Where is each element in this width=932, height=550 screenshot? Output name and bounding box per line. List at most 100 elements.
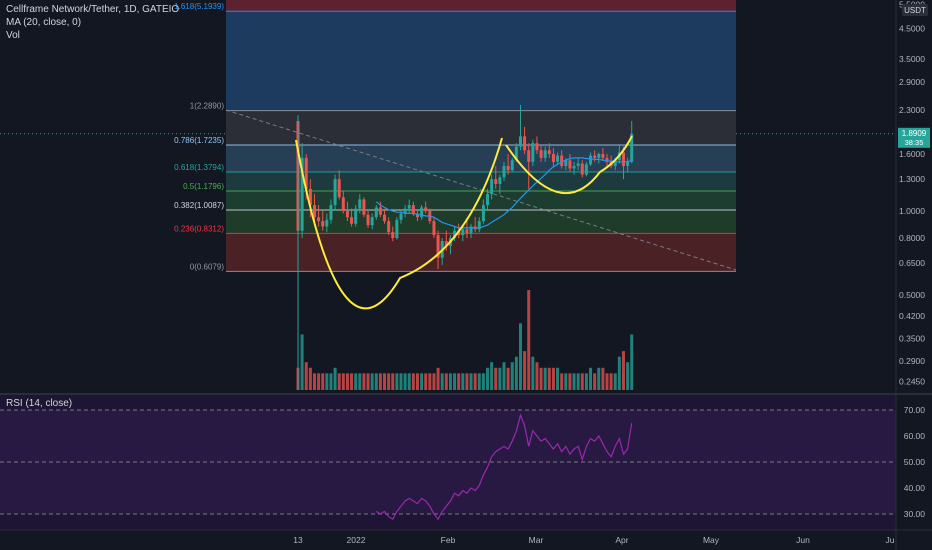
axes[interactable]: 5.50004.50003.50002.90002.30001.60001.30… — [293, 0, 930, 545]
candle-body — [605, 157, 609, 162]
fibonacci-retracement[interactable]: 1.618(5.1939) 1(2.2890) 0.786(1.7235) 0.618… — [174, 0, 736, 272]
volume-bar — [333, 367, 337, 390]
volume-bar — [486, 367, 490, 390]
volume-bar — [403, 373, 407, 390]
candle-body — [626, 161, 630, 166]
time-tick-label: Ju — [886, 535, 895, 545]
candle-body — [486, 194, 490, 206]
candle-body — [350, 217, 354, 224]
volume-bar — [531, 356, 535, 390]
candle-body — [411, 205, 415, 214]
volume-bar — [387, 373, 391, 390]
candle-body — [383, 214, 387, 222]
candle-body — [300, 157, 304, 231]
price-tick-label: 2.9000 — [899, 77, 925, 87]
volume-bar — [605, 373, 609, 390]
volume-bar — [593, 373, 597, 390]
volume-bar — [378, 373, 382, 390]
volume-bar — [613, 373, 617, 390]
volume-bar — [502, 362, 506, 390]
volume-bar — [329, 373, 333, 390]
volume-bar — [444, 373, 448, 390]
volume-bar — [321, 373, 325, 390]
price-tick-label: 2.3000 — [899, 105, 925, 115]
cup-and-handle-drawing[interactable] — [295, 135, 633, 310]
candle-body — [366, 214, 370, 226]
volume-bar — [354, 373, 358, 390]
price-tick-label: 1.3000 — [899, 174, 925, 184]
candle-body — [354, 208, 358, 224]
candle-body — [589, 155, 593, 165]
price-tick-label: 0.6500 — [899, 258, 925, 268]
volume-bar — [477, 373, 481, 390]
volume-bar — [325, 373, 329, 390]
volume-bar — [350, 373, 354, 390]
ma20-line — [375, 157, 632, 229]
vol-legend[interactable]: Vol — [6, 30, 20, 41]
candle-body — [494, 179, 498, 184]
volume-bar — [490, 362, 494, 390]
fib-level-label: 0(0.6079) — [190, 262, 225, 271]
candle-body — [556, 155, 560, 162]
candle-body — [461, 229, 465, 236]
fib-zone — [226, 233, 736, 272]
volume-bar — [448, 373, 452, 390]
handle-curve — [505, 135, 633, 195]
price-tick-label: 1.0000 — [899, 206, 925, 216]
volume-bar — [518, 323, 522, 390]
trend-line[interactable] — [225, 109, 737, 271]
volume-bar — [300, 334, 304, 390]
candle-body — [597, 154, 601, 158]
candle-body — [502, 165, 506, 178]
volume-bar — [391, 373, 395, 390]
candle-body — [527, 150, 531, 162]
volume-bar — [366, 373, 370, 390]
candle-body — [477, 221, 481, 230]
fib-level-label: 0.618(1.3794) — [174, 163, 224, 172]
candle-body — [490, 179, 494, 195]
volume-bar — [576, 373, 580, 390]
candle-body — [576, 163, 580, 166]
volume-bar — [481, 373, 485, 390]
volume-bar — [589, 367, 593, 390]
volume-bar — [358, 373, 362, 390]
candle-body — [321, 221, 325, 227]
currency-label: USDT — [904, 6, 926, 15]
last-price-tag — [898, 127, 930, 148]
candle-body — [564, 160, 568, 166]
symbol-title[interactable]: Cellframe Network/Tether, 1D, GATEIO — [6, 4, 180, 15]
volume-bar — [432, 373, 436, 390]
candle-body — [453, 230, 457, 239]
time-tick-label: Mar — [529, 535, 544, 545]
rsi-panel — [0, 409, 896, 521]
volume-bar — [473, 373, 477, 390]
rsi-line — [375, 413, 633, 521]
price-tick-label: 0.4200 — [899, 311, 925, 321]
volume-bar — [345, 373, 349, 390]
candle-body — [374, 207, 378, 218]
volume-bar — [539, 367, 543, 390]
candle-body — [539, 150, 543, 158]
candle-body — [535, 143, 539, 151]
candle-body — [580, 163, 584, 175]
candle-body — [560, 155, 564, 166]
fib-level-label: 1.618(5.1939) — [174, 2, 224, 11]
candle-body — [613, 160, 617, 166]
volume-bar — [527, 290, 531, 390]
candle-body — [407, 205, 411, 209]
candle-body — [337, 179, 341, 198]
volume-bar — [341, 373, 345, 390]
ma-legend[interactable]: MA (20, close, 0) — [6, 17, 82, 28]
candle-body — [551, 154, 555, 162]
fib-level-label: 0.382(1.0087) — [174, 201, 224, 210]
candle-body — [523, 136, 527, 151]
volume-bar — [399, 373, 403, 390]
candle-body — [312, 205, 316, 218]
time-tick-label: Apr — [615, 535, 628, 545]
candle-body — [308, 188, 312, 206]
volume-bar — [317, 373, 321, 390]
fib-zone — [226, 0, 736, 12]
volume-bar — [609, 373, 613, 390]
rsi-legend[interactable]: RSI (14, close) — [6, 398, 73, 409]
